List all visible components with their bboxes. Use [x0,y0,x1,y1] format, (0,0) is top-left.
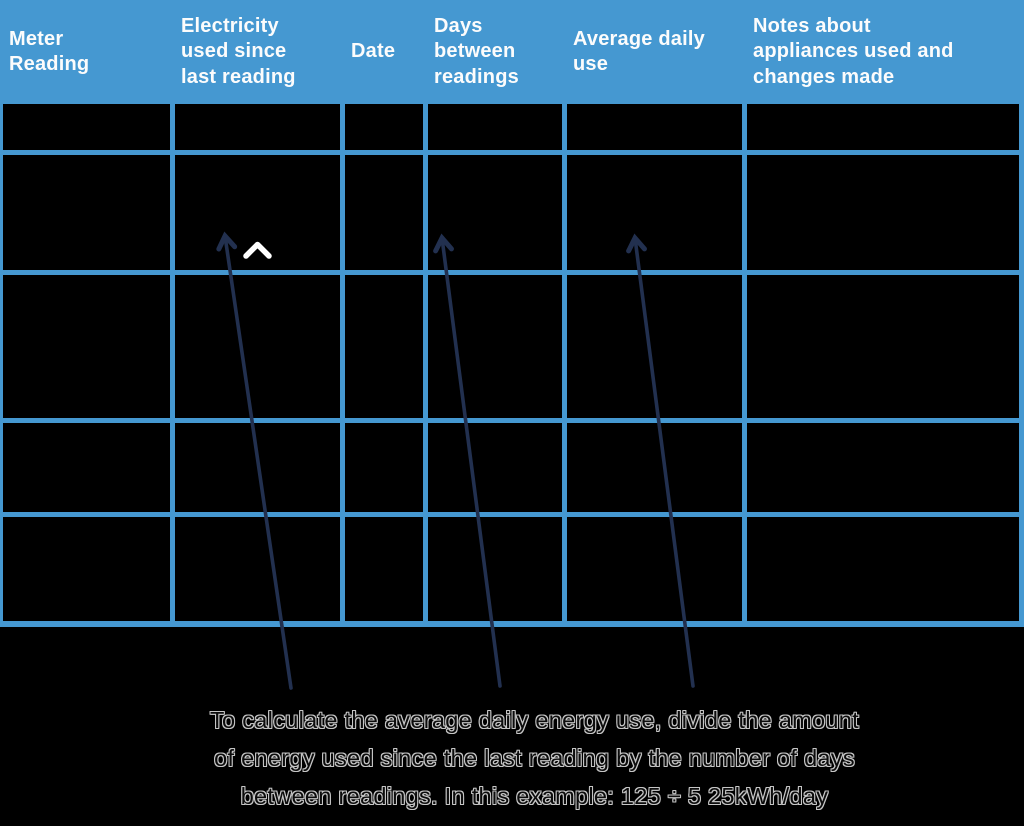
table-cell-r1-c5 [567,104,742,150]
column-header-electricity-used: Electricity used since last reading [181,14,296,88]
table-cell-r4-c5 [567,423,742,512]
table-cell-r4-c6 [747,423,1019,512]
table-cell-r3-c3 [345,275,423,418]
table-cell-r2-c5 [567,155,742,270]
table-cell-r1-c3 [345,104,423,150]
table-cell-r5-c4 [428,517,562,621]
table-cell-r5-c5 [567,517,742,621]
caption-text: To calculate the average daily energy us… [210,707,859,809]
table-cell-r2-c1 [3,155,170,270]
table-cell-r1-c2 [175,104,340,150]
column-header-meter-reading: Meter Reading [9,27,90,76]
column-header-average-daily: Average daily use [573,27,705,76]
table-cell-r3-c4 [428,275,562,418]
table-cell-r3-c5 [567,275,742,418]
column-header-notes: Notes about appliances used and changes … [753,14,954,88]
column-header-days-between: Days between readings [434,14,519,88]
table-cell-r4-c3 [345,423,423,512]
table-cell-r1-c1 [3,104,170,150]
table-cell-r3-c6 [747,275,1019,418]
table-header-row: Meter Reading Electricity used since las… [0,0,1024,104]
table-cell-r2-c2 [175,155,340,270]
table-cell-r1-c6 [747,104,1019,150]
table-cell-r2-c4 [428,155,562,270]
table-cell-r4-c2 [175,423,340,512]
table-cell-r4-c4 [428,423,562,512]
table-cell-r5-c6 [747,517,1019,621]
table-cell-r5-c2 [175,517,340,621]
table-cell-r2-c3 [345,155,423,270]
table-cell-r5-c1 [3,517,170,621]
table-cell-r5-c3 [345,517,423,621]
table-cell-r2-c6 [747,155,1019,270]
table-body [0,104,1024,627]
table-cell-r1-c4 [428,104,562,150]
column-header-date: Date [351,40,396,63]
table-cell-r4-c1 [3,423,170,512]
table-cell-r3-c2 [175,275,340,418]
table-cell-r3-c1 [3,275,170,418]
